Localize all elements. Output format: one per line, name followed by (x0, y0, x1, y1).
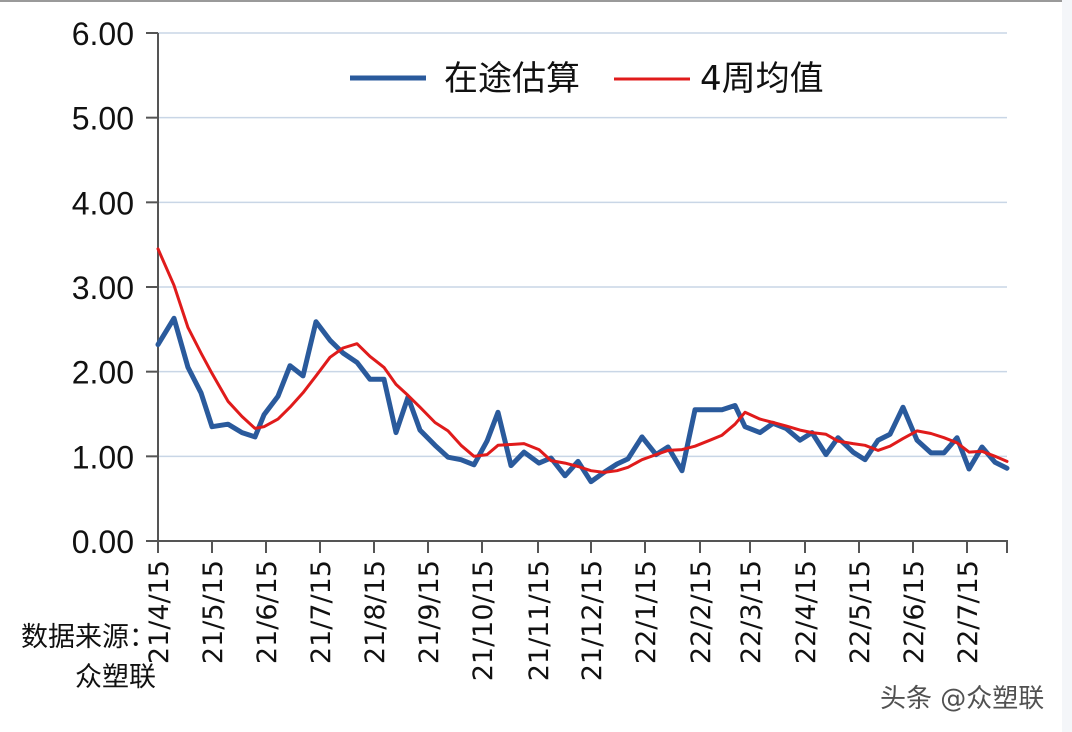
y-tick-label: 2.00 (72, 355, 134, 391)
x-tick-label: 22/3/15 (736, 560, 767, 664)
x-tick-label: 22/4/15 (791, 560, 822, 664)
x-tick-label: 22/6/15 (899, 560, 930, 664)
gridlines (158, 32, 1007, 458)
x-tick-label: 21/7/15 (306, 560, 337, 664)
x-tick-label: 21/12/15 (577, 560, 608, 681)
x-tick-label: 21/5/15 (198, 560, 229, 664)
x-tick-label: 22/2/15 (686, 560, 717, 664)
x-tick-label: 21/8/15 (360, 560, 391, 664)
x-axis-ticks: 21/4/15 21/5/15 21/6/15 21/7/15 21/8/15 21/9/… (144, 541, 1008, 681)
x-tick-label: 21/11/15 (524, 560, 555, 681)
x-tick-label: 22/1/15 (631, 560, 662, 664)
x-tick-label: 22/7/15 (953, 560, 984, 664)
series-line-blue (155, 315, 1010, 485)
data-source-note: 数据来源： 众塑联 (6, 618, 156, 698)
y-tick-label: 0.00 (72, 524, 134, 560)
y-tick-label: 6.00 (72, 16, 134, 52)
top-border (0, 0, 1072, 2)
y-tick-label: 4.00 (72, 185, 134, 221)
right-edge (1062, 0, 1072, 732)
legend-label-red: 4周均值 (700, 59, 824, 99)
y-tick-label: 5.00 (72, 101, 134, 137)
x-tick-label: 21/9/15 (414, 560, 445, 664)
x-tick-label: 21/6/15 (252, 560, 283, 664)
source-name: 众塑联 (75, 662, 156, 693)
legend: 在途估算 4周均值 (350, 59, 824, 99)
x-tick-label: 21/4/15 (144, 560, 175, 664)
y-tick-label: 1.00 (72, 439, 134, 475)
series-line-red (156, 247, 1009, 474)
x-tick-label: 22/5/15 (845, 560, 876, 664)
y-axis-ticks: 0.00 1.00 2.00 3.00 4.00 5.00 6.00 (72, 16, 158, 560)
x-tick-label: 21/10/15 (468, 560, 499, 681)
y-tick-label: 3.00 (72, 270, 134, 306)
source-label: 数据来源： (21, 622, 156, 653)
legend-label-blue: 在途估算 (444, 59, 580, 99)
watermark: 头条 @众塑联 (880, 684, 1045, 714)
